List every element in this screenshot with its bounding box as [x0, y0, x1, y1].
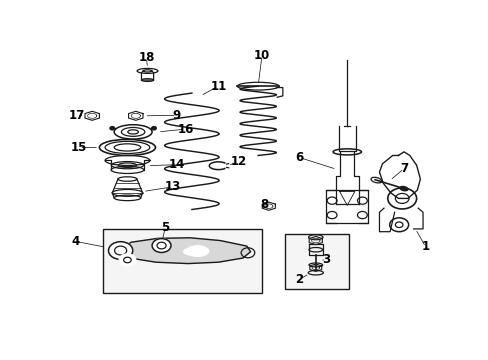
- Circle shape: [154, 240, 169, 251]
- Text: 11: 11: [210, 80, 226, 93]
- Text: 9: 9: [172, 109, 181, 122]
- Text: 17: 17: [69, 109, 85, 122]
- Circle shape: [119, 254, 136, 266]
- Text: 1: 1: [421, 240, 429, 253]
- Bar: [284, 234, 348, 288]
- Text: 10: 10: [253, 49, 269, 62]
- Text: 14: 14: [168, 158, 185, 171]
- Text: 5: 5: [161, 221, 169, 234]
- Ellipse shape: [183, 248, 196, 255]
- Polygon shape: [112, 238, 250, 264]
- Text: 7: 7: [399, 162, 407, 175]
- Circle shape: [108, 242, 132, 260]
- Text: 3: 3: [322, 253, 330, 266]
- Text: 16: 16: [177, 123, 193, 136]
- Bar: [102, 229, 262, 293]
- Circle shape: [110, 243, 131, 258]
- Text: 18: 18: [138, 51, 154, 64]
- Circle shape: [152, 239, 171, 252]
- Text: 15: 15: [71, 141, 87, 154]
- Text: 8: 8: [259, 198, 267, 211]
- Text: 13: 13: [164, 180, 181, 193]
- Circle shape: [110, 127, 114, 130]
- Text: 6: 6: [294, 151, 303, 164]
- Text: 12: 12: [230, 155, 246, 168]
- Ellipse shape: [186, 246, 208, 257]
- Text: 4: 4: [71, 235, 80, 248]
- Ellipse shape: [399, 186, 407, 191]
- Text: 2: 2: [294, 273, 303, 286]
- Circle shape: [151, 127, 156, 130]
